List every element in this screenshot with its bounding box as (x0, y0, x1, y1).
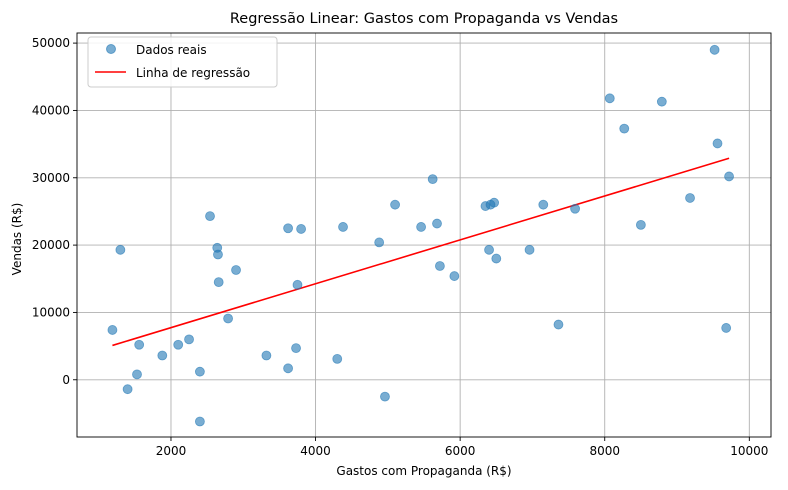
data-point (283, 223, 293, 234)
data-point (721, 323, 732, 333)
data-point (724, 171, 734, 182)
data-point (619, 123, 630, 134)
data-point (132, 369, 142, 380)
legend-label-line: Linha de regressão (136, 66, 250, 80)
data-point (292, 279, 303, 290)
data-point (635, 219, 646, 230)
legend-label-scatter: Dados reais (136, 43, 207, 57)
data-point (435, 261, 445, 271)
y-axis-title: Vendas (R$) (10, 203, 24, 276)
y-tick-label: 20000 (32, 238, 70, 252)
data-point (524, 244, 535, 255)
data-point (296, 224, 307, 234)
chart-title: Regressão Linear: Gastos com Propaganda … (230, 11, 618, 27)
data-point (553, 319, 564, 330)
y-tick-label: 50000 (32, 36, 70, 50)
data-point (184, 334, 194, 345)
data-point (231, 265, 241, 275)
data-point (570, 203, 580, 214)
y-tick-label: 0 (62, 373, 70, 387)
x-tick-label: 2000 (156, 444, 187, 458)
data-point (332, 353, 343, 364)
data-point (291, 343, 301, 354)
data-point (115, 244, 126, 255)
y-axis-ticks: 0 10000 20000 30000 40000 50000 (32, 36, 77, 387)
grid (77, 33, 771, 437)
y-tick-label: 40000 (32, 103, 70, 117)
data-point (538, 199, 549, 210)
data-point (205, 211, 215, 222)
data-point (122, 384, 133, 395)
data-point (134, 339, 145, 350)
legend: Dados reais Linha de regressão (87, 36, 278, 88)
data-point (709, 44, 720, 55)
data-point (390, 199, 400, 210)
data-point (416, 222, 427, 232)
data-point (712, 138, 723, 149)
regression-line (112, 157, 730, 347)
data-point (194, 416, 205, 427)
data-point (338, 222, 348, 232)
data-point (656, 96, 667, 107)
y-tick-label: 30000 (32, 171, 70, 185)
x-tick-label: 8000 (589, 444, 620, 458)
data-point (261, 350, 272, 361)
x-tick-label: 10000 (730, 444, 768, 458)
data-point (107, 325, 118, 335)
data-point (283, 363, 293, 374)
regression-line-layer (112, 157, 730, 347)
data-point (374, 237, 385, 248)
data-point (484, 244, 494, 255)
data-point (157, 350, 168, 361)
data-point (491, 253, 502, 264)
legend-marker-scatter (106, 44, 116, 54)
data-point (173, 339, 184, 350)
data-point (380, 391, 390, 402)
x-tick-label: 4000 (300, 444, 331, 458)
data-point (427, 174, 438, 185)
x-axis-title: Gastos com Propaganda (R$) (336, 464, 511, 478)
data-point (604, 93, 615, 104)
data-point (489, 197, 500, 208)
data-point (685, 193, 695, 203)
y-tick-label: 10000 (32, 305, 70, 319)
data-point (213, 249, 223, 260)
x-axis-ticks: 2000 4000 6000 8000 10000 (156, 437, 768, 458)
x-tick-label: 6000 (445, 444, 476, 458)
data-point (213, 277, 224, 288)
plot-frame (76, 32, 772, 438)
data-point (223, 313, 233, 324)
scatter-points (107, 44, 734, 427)
data-point (194, 366, 205, 377)
legend-box (87, 36, 278, 88)
data-point (432, 218, 442, 229)
data-point (449, 271, 460, 281)
